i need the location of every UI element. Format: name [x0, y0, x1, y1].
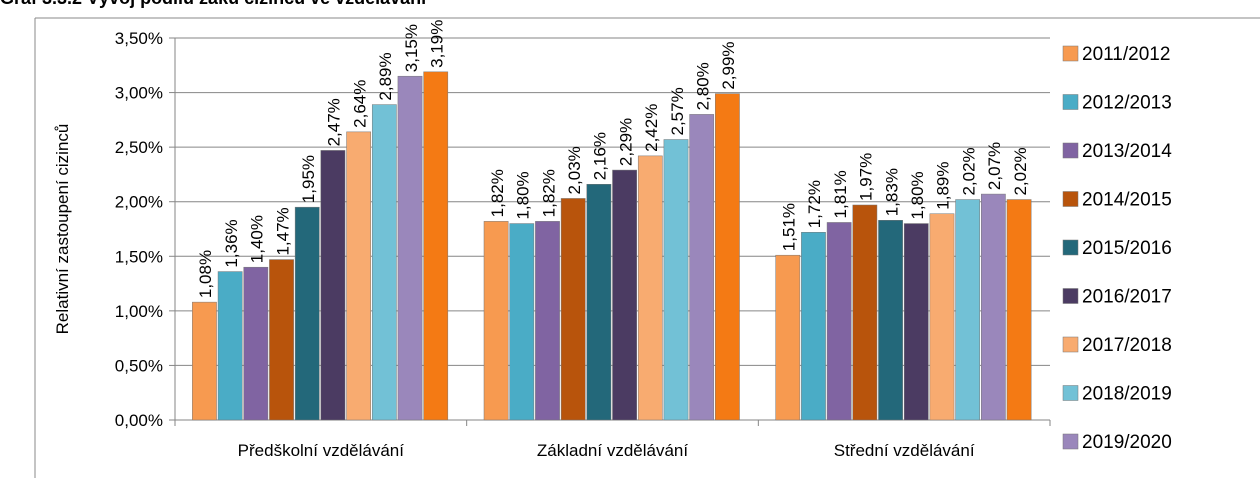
- bar: [294, 206, 320, 421]
- bar: [852, 204, 878, 421]
- value-label: 1,80%: [908, 171, 927, 219]
- y-tick-label: 1,50%: [115, 247, 163, 266]
- legend-label: 2018/2019: [1082, 384, 1172, 405]
- legend-swatch: [1062, 45, 1079, 62]
- legend-swatch: [1062, 336, 1079, 353]
- bar: [509, 223, 535, 421]
- legend-label: 2012/2013: [1082, 93, 1172, 114]
- bar: [320, 150, 346, 421]
- bar: [535, 221, 560, 421]
- y-tick-label: 3,00%: [115, 84, 163, 103]
- x-tick-label: Základní vzdělávání: [537, 441, 688, 460]
- x-tick-label: Předškolní vzdělávání: [238, 441, 405, 460]
- legend-label: 2019/2020: [1082, 432, 1172, 453]
- bar: [483, 221, 509, 421]
- value-label: 1,47%: [273, 207, 292, 255]
- value-label: 2,57%: [668, 87, 687, 135]
- legend-swatch: [1062, 239, 1079, 256]
- legend-label: 2014/2015: [1082, 190, 1172, 211]
- y-tick-label: 2,00%: [115, 193, 163, 212]
- bar: [878, 220, 903, 421]
- value-label: 3,19%: [427, 20, 446, 68]
- bar: [903, 223, 929, 421]
- legend-swatch: [1062, 385, 1079, 401]
- value-label: 3,15%: [402, 24, 421, 72]
- legend-swatch: [1062, 288, 1079, 304]
- bar: [826, 222, 852, 421]
- value-label: 2,64%: [350, 80, 369, 128]
- value-label: 1,97%: [857, 153, 876, 201]
- value-label: 2,42%: [642, 104, 661, 152]
- bar: [663, 139, 689, 421]
- bar: [217, 271, 243, 421]
- value-label: 2,47%: [325, 98, 344, 146]
- legend-swatch: [1062, 94, 1079, 110]
- value-label: 1,08%: [196, 250, 215, 298]
- bar: [689, 114, 715, 421]
- value-label: 2,80%: [693, 62, 712, 110]
- legend-label: 2013/2014: [1082, 141, 1172, 162]
- value-label: 2,03%: [565, 146, 584, 194]
- bar: [775, 254, 801, 421]
- bar: [397, 75, 423, 421]
- y-tick-label: 1,00%: [115, 302, 163, 321]
- value-label: 1,82%: [539, 169, 558, 217]
- bar: [612, 169, 637, 421]
- y-tick-label: 0,50%: [115, 356, 163, 375]
- y-tick-label: 0,00%: [115, 411, 163, 430]
- bar: [243, 266, 269, 421]
- bar: [1006, 199, 1032, 421]
- value-label: 1,82%: [488, 169, 507, 217]
- value-label: 1,40%: [248, 215, 267, 263]
- value-label: 1,36%: [222, 219, 241, 267]
- value-label: 1,89%: [934, 162, 953, 210]
- value-label: 1,72%: [805, 180, 824, 228]
- bar: [269, 259, 294, 421]
- value-label: 2,89%: [376, 52, 395, 100]
- y-tick-label: 3,50%: [115, 29, 163, 48]
- chart-title: Graf 3.3.2 Vývoj podílu žáků cizinců ve …: [0, 0, 427, 8]
- bar: [560, 198, 586, 421]
- bar: [981, 193, 1006, 421]
- bar: [423, 71, 449, 421]
- value-label: 2,07%: [985, 142, 1004, 190]
- value-label: 2,16%: [591, 132, 610, 180]
- value-label: 2,02%: [1011, 147, 1030, 195]
- legend-swatch: [1062, 142, 1079, 159]
- value-label: 2,02%: [959, 147, 978, 195]
- value-label: 2,99%: [719, 41, 738, 89]
- bar: [192, 301, 217, 421]
- bar: [637, 155, 663, 421]
- value-label: 2,29%: [616, 118, 635, 166]
- x-tick-label: Střední vzdělávání: [834, 441, 975, 460]
- legend-label: 2011/2012: [1082, 44, 1170, 65]
- bar: [371, 104, 397, 421]
- bar: [715, 93, 740, 421]
- bar: [929, 213, 955, 421]
- legend-swatch: [1062, 433, 1079, 450]
- legend-label: 2017/2018: [1082, 335, 1172, 356]
- y-tick-label: 2,50%: [115, 138, 163, 157]
- bar: [801, 232, 826, 421]
- legend-label: 2015/2016: [1082, 238, 1172, 259]
- value-label: 1,80%: [514, 171, 533, 219]
- value-label: 1,95%: [299, 155, 318, 203]
- bar: [586, 184, 612, 421]
- value-label: 1,81%: [831, 170, 850, 218]
- bar: [955, 199, 981, 421]
- bar: [346, 131, 371, 421]
- value-label: 1,51%: [780, 203, 799, 251]
- value-label: 1,83%: [882, 168, 901, 216]
- legend-label: 2016/2017: [1082, 287, 1172, 308]
- legend-swatch: [1062, 191, 1079, 207]
- y-axis-title: Relativní zastoupení cizinců: [53, 124, 72, 335]
